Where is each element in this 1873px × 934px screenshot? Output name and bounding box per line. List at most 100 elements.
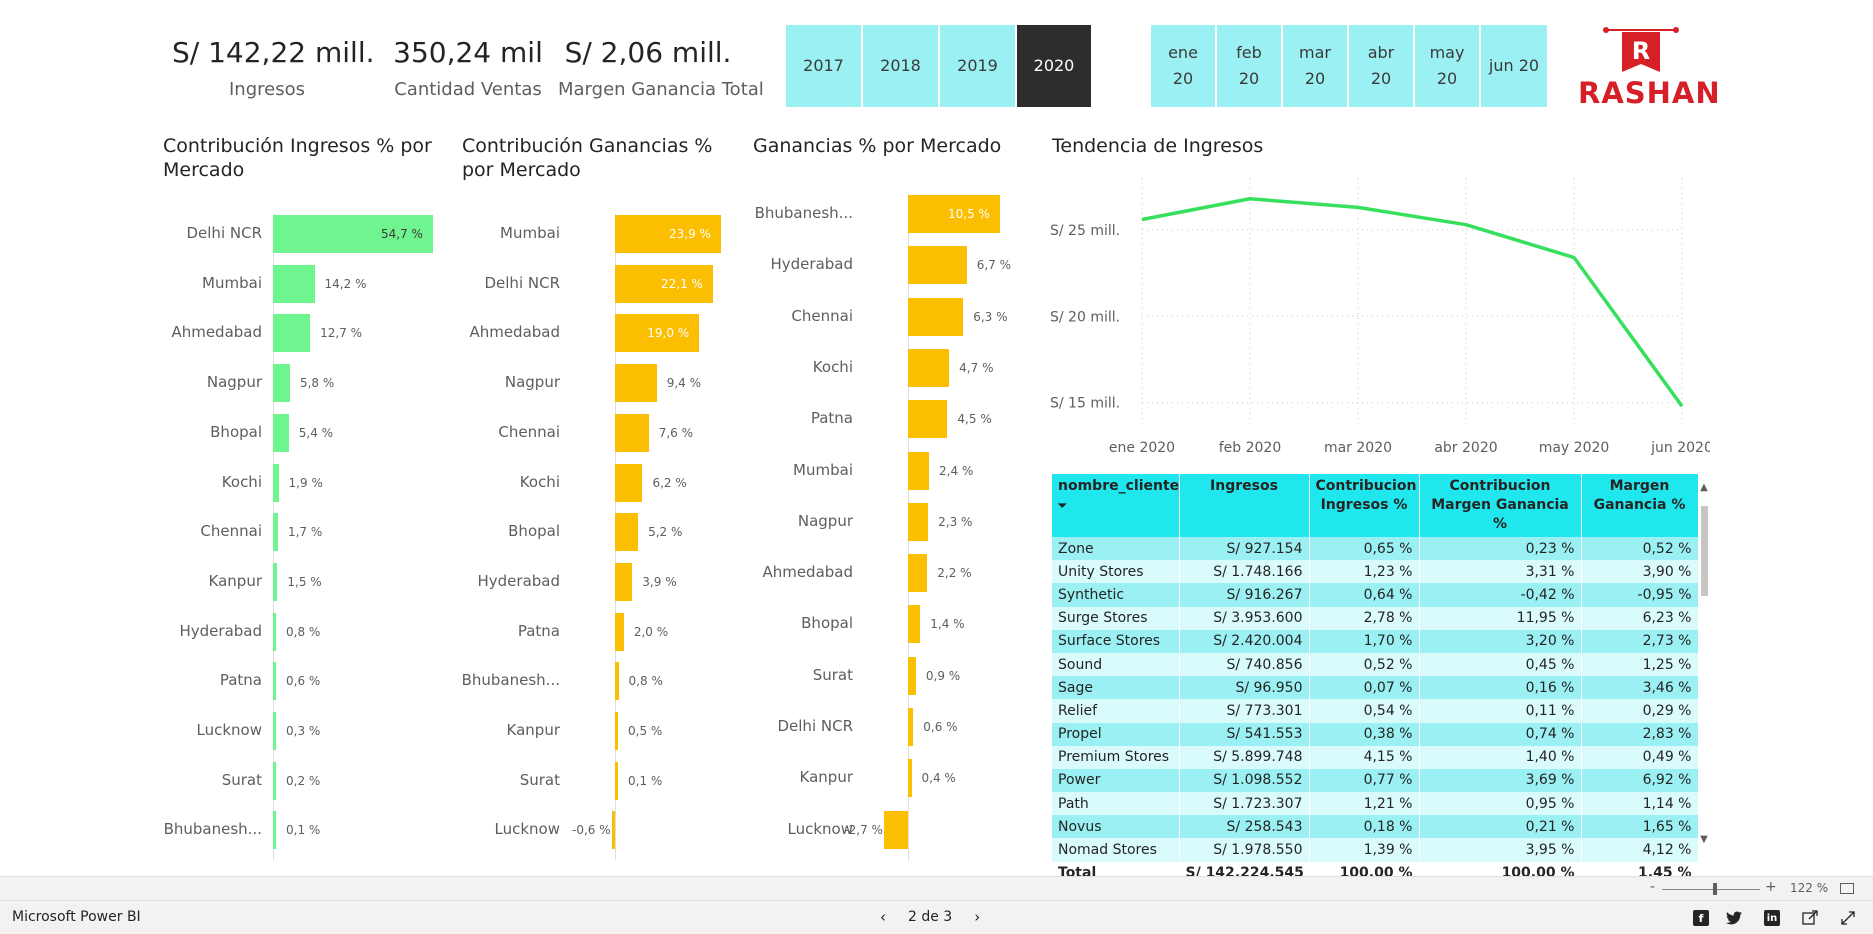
column-header-ingresos[interactable]: Ingresos: [1179, 474, 1310, 537]
table-row[interactable]: Sage S/ 96.950 0,07 % 0,16 % 3,46 %: [1052, 676, 1699, 700]
zoom-out-button[interactable]: -: [1650, 879, 1656, 895]
bar[interactable]: [908, 759, 912, 798]
zoom-in-button[interactable]: +: [1765, 879, 1777, 895]
bar[interactable]: [908, 554, 928, 593]
bar[interactable]: [615, 463, 643, 502]
column-header-contrib-margen[interactable]: Contribucion Margen Ganancia %: [1419, 474, 1582, 537]
month-tile-may[interactable]: may 20: [1415, 25, 1479, 107]
zoom-slider-thumb[interactable]: [1713, 883, 1717, 895]
bar[interactable]: [884, 810, 908, 849]
bar[interactable]: [615, 314, 700, 353]
line-point[interactable]: [1352, 201, 1364, 213]
next-page-button[interactable]: ›: [974, 908, 981, 926]
header-label: nombre_cliente: [1058, 478, 1180, 494]
bar-category-label: Chennai: [791, 306, 853, 325]
bar[interactable]: [908, 708, 914, 746]
line-point[interactable]: [1244, 193, 1256, 205]
bar[interactable]: [615, 612, 624, 651]
scroll-down-icon[interactable]: ▼: [1700, 834, 1708, 845]
month-tile-jun[interactable]: jun 20: [1481, 25, 1547, 107]
bar[interactable]: [273, 314, 311, 353]
bar[interactable]: [615, 264, 714, 303]
bar[interactable]: [615, 513, 639, 552]
table-row[interactable]: Propel S/ 541.553 0,38 % 0,74 % 2,83 %: [1052, 722, 1699, 746]
line-point[interactable]: [1136, 213, 1148, 225]
bar[interactable]: [908, 502, 929, 541]
bar[interactable]: [612, 811, 615, 850]
bar[interactable]: [273, 811, 276, 850]
table-row[interactable]: Novus S/ 258.543 0,18 % 0,21 % 1,65 %: [1052, 815, 1699, 839]
bar[interactable]: [273, 513, 278, 552]
year-tile-2018[interactable]: 2018: [863, 25, 938, 107]
zoom-slider[interactable]: [1662, 889, 1760, 890]
linkedin-icon[interactable]: in: [1764, 910, 1780, 926]
bar[interactable]: [615, 364, 657, 403]
facebook-icon[interactable]: f: [1693, 910, 1709, 926]
table-row[interactable]: Premium Stores S/ 5.899.748 4,15 % 1,40 % 0,…: [1052, 745, 1699, 769]
prev-page-button[interactable]: ‹: [880, 908, 886, 926]
line-point[interactable]: [1568, 252, 1580, 264]
bar[interactable]: [908, 400, 948, 439]
series-line[interactable]: [1141, 196, 1684, 408]
table-row[interactable]: Nomad Stores S/ 1.978.550 1,39 % 3,95 % 4,12…: [1052, 838, 1699, 862]
bar[interactable]: [615, 712, 618, 750]
column-header-margen[interactable]: Margen Ganancia %: [1581, 474, 1699, 537]
column-header-contrib-ingresos[interactable]: Contribucion Ingresos %: [1309, 474, 1420, 537]
scroll-up-icon[interactable]: ▲: [1700, 482, 1708, 493]
bar-value-label: 1,9 %: [288, 475, 323, 490]
month-tile-ene[interactable]: ene 20: [1151, 25, 1215, 107]
table-row[interactable]: Path S/ 1.723.307 1,21 % 0,95 % 1,14 %: [1052, 792, 1699, 816]
bar-category-label: Patna: [517, 621, 560, 640]
bar[interactable]: [615, 562, 633, 601]
month-tile-abr[interactable]: abr 20: [1349, 25, 1413, 107]
brand-link[interactable]: Microsoft Power BI: [12, 909, 141, 925]
year-tile-2019[interactable]: 2019: [940, 25, 1015, 107]
bar[interactable]: [615, 662, 619, 701]
bar[interactable]: [273, 264, 315, 303]
table-row[interactable]: Relief S/ 773.301 0,54 % 0,11 % 0,29 %: [1052, 699, 1699, 723]
table-row[interactable]: Unity Stores S/ 1.748.166 1,23 % 3,31 % 3,90…: [1052, 560, 1699, 584]
table-cell: Novus: [1052, 815, 1180, 839]
table-row[interactable]: Power S/ 1.098.552 0,77 % 3,69 % 6,92 %: [1052, 768, 1699, 793]
bar[interactable]: [908, 297, 964, 336]
bar[interactable]: [273, 413, 289, 452]
bar[interactable]: [908, 605, 921, 644]
month-tile-feb[interactable]: feb 20: [1217, 25, 1281, 107]
table-row[interactable]: Sound S/ 740.856 0,52 % 0,45 % 1,25 %: [1052, 652, 1699, 677]
bar[interactable]: [615, 413, 649, 452]
bar[interactable]: [273, 364, 290, 403]
bar-category-label: Delhi NCR: [777, 717, 853, 735]
table-row[interactable]: Zone S/ 927.154 0,65 % 0,23 % 0,52 %: [1052, 537, 1699, 561]
bar[interactable]: [908, 656, 916, 695]
bar[interactable]: [908, 348, 950, 387]
bar[interactable]: [273, 761, 276, 800]
year-tile-2020[interactable]: 2020: [1017, 25, 1091, 107]
bar[interactable]: [273, 612, 276, 651]
bar[interactable]: [273, 463, 279, 502]
year-tile-2017[interactable]: 2017: [786, 25, 861, 107]
bar[interactable]: [273, 712, 276, 750]
month-year: 20: [1238, 69, 1260, 88]
table-row[interactable]: Surge Stores S/ 3.953.600 2,78 % 11,95 % 6,2…: [1052, 606, 1699, 630]
bar[interactable]: [615, 215, 721, 253]
table-scrollbar[interactable]: ▲ ▼: [1698, 474, 1710, 852]
share-icon[interactable]: [1802, 910, 1818, 926]
bar[interactable]: [908, 451, 930, 490]
table-row[interactable]: Synthetic S/ 916.267 0,64 % -0,42 % -0,95 %: [1052, 583, 1699, 607]
month-tile-mar[interactable]: mar 20: [1283, 25, 1347, 107]
expand-icon[interactable]: [1840, 910, 1856, 926]
bar[interactable]: [615, 761, 618, 800]
line-point[interactable]: [1460, 219, 1472, 231]
scroll-thumb[interactable]: [1701, 506, 1708, 596]
bar[interactable]: [908, 195, 1000, 233]
bar[interactable]: [908, 246, 967, 285]
table-row[interactable]: Surface Stores S/ 2.420.004 1,70 % 3,20 % 2,…: [1052, 629, 1699, 653]
fit-to-page-icon[interactable]: [1840, 883, 1854, 894]
column-header-cliente[interactable]: nombre_cliente ⏷: [1052, 474, 1180, 537]
bar[interactable]: [273, 662, 276, 701]
twitter-icon[interactable]: [1726, 910, 1742, 926]
line-point[interactable]: [1676, 400, 1688, 412]
bar[interactable]: [273, 215, 433, 253]
bar-category-label: Ahmedabad: [171, 323, 262, 342]
bar[interactable]: [273, 562, 278, 601]
